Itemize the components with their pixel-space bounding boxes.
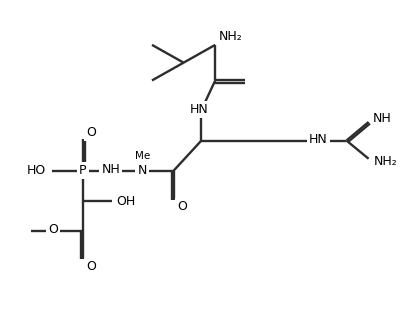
Text: O: O: [86, 260, 96, 273]
Text: O: O: [48, 224, 58, 236]
Text: OH: OH: [116, 194, 135, 208]
Text: Me: Me: [135, 151, 150, 161]
Text: NH: NH: [373, 112, 392, 125]
Text: N: N: [137, 164, 147, 177]
Text: HN: HN: [309, 133, 327, 146]
Text: P: P: [79, 164, 86, 177]
Text: NH₂: NH₂: [373, 155, 397, 168]
Text: HN: HN: [190, 103, 209, 116]
Text: O: O: [86, 126, 96, 139]
Text: O: O: [178, 200, 187, 213]
Text: NH₂: NH₂: [218, 30, 242, 43]
Text: NH: NH: [102, 163, 120, 176]
Text: HO: HO: [27, 164, 46, 177]
